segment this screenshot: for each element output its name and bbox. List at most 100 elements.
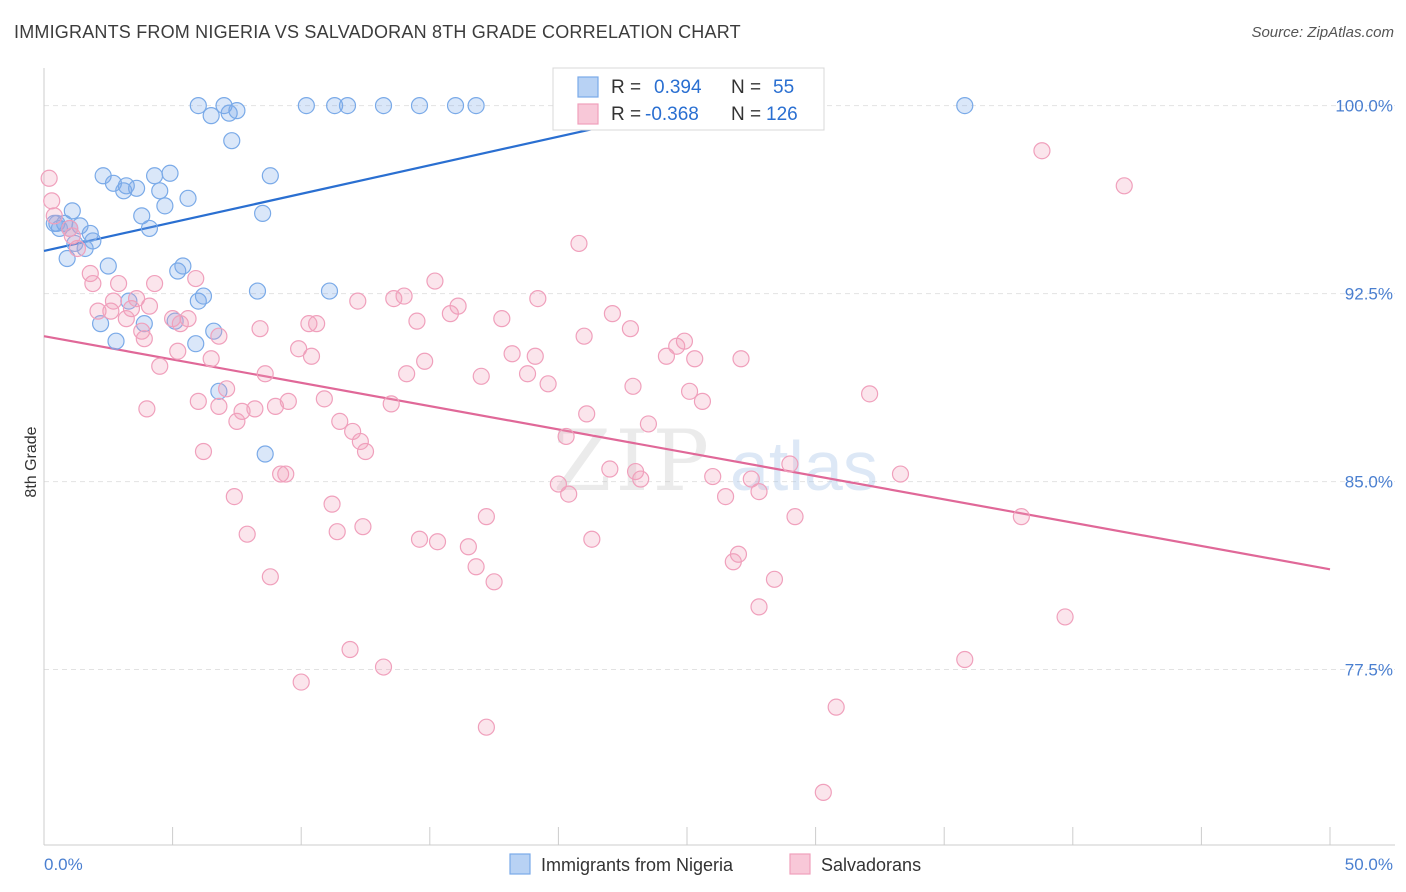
point-salvadoran-78 [503,345,521,363]
point-salvadoran-116 [861,385,879,403]
point-nigeria-44 [228,102,246,120]
point-salvadoran-75 [485,573,503,591]
point-salvadoran-57 [292,673,310,691]
point-salvadoran-4 [63,227,81,245]
point-nigeria-41 [202,107,220,125]
point-salvadoran-53 [323,495,341,513]
point-nigeria-55 [956,96,974,115]
point-nigeria-5 [63,202,81,220]
x-tick-label-1: 50.0% [1345,855,1393,874]
point-salvadoran-10 [109,274,128,293]
point-salvadoran-120 [1033,142,1051,160]
point-nigeria-34 [187,335,205,353]
point-salvadoran-52 [356,442,375,461]
point-salvadoran-29 [218,380,236,398]
point-nigeria-11 [58,249,76,268]
point-salvadoran-71 [410,530,429,548]
point-salvadoran-108 [750,482,768,501]
point-salvadoran-33 [251,320,269,338]
point-salvadoran-40 [238,525,256,543]
point-nigeria-28 [194,287,213,305]
correlation-legend: R = 0.394 N = 55 R = -0.368 N = 126 [552,67,825,131]
point-salvadoran-111 [765,570,784,588]
trend-line-nigeria [43,107,688,253]
bottom-legend-label-salvadorans: Salvadorans [821,855,921,875]
axes [43,68,1395,846]
point-salvadoran-38 [277,465,295,483]
point-nigeria-21 [151,182,169,200]
point-salvadoran-89 [583,530,601,548]
point-salvadoran-42 [194,442,213,461]
point-salvadoran-63 [408,312,426,330]
point-salvadoran-48 [315,390,333,408]
legend-r-value-salvadorans: -0.368 [645,104,699,125]
point-salvadoran-59 [349,292,367,310]
point-nigeria-35 [205,322,223,340]
point-salvadoran-90 [601,460,619,478]
point-salvadoran-62 [416,352,434,370]
legend-n-label-1: N = [731,77,761,98]
point-nigeria-27 [189,292,207,310]
point-salvadoran-79 [518,365,537,383]
point-nigeria-40 [189,96,207,115]
point-salvadoran-95 [626,462,645,481]
point-nigeria-25 [169,262,187,280]
tick-labels: 100.0% 92.5% 85.0% 77.5% 0.0% 50.0% [44,97,1393,874]
point-salvadoran-65 [382,395,400,413]
bottom-legend-swatch-salvadorans [789,853,811,875]
point-nigeria-49 [326,96,344,115]
point-salvadoran-91 [603,305,622,323]
point-salvadoran-8 [89,302,107,320]
point-salvadoran-46 [308,315,326,333]
point-salvadoran-25 [202,350,220,368]
point-salvadoran-54 [328,523,346,541]
point-salvadoran-113 [781,455,799,473]
point-salvadoran-39 [225,488,243,506]
chart-title: IMMIGRANTS FROM NIGERIA VS SALVADORAN 8T… [14,22,741,42]
point-salvadoran-122 [1115,177,1133,195]
point-salvadoran-68 [449,297,467,315]
point-nigeria-24 [179,189,197,207]
point-salvadoran-47 [302,347,321,365]
point-salvadoran-64 [398,365,416,383]
point-salvadoran-69 [459,538,477,556]
point-salvadoran-23 [187,269,205,288]
point-nigeria-19 [140,219,159,238]
point-nigeria-10 [84,232,102,250]
point-salvadoran-44 [290,340,308,358]
point-salvadoran-43 [138,400,156,418]
point-salvadoran-101 [686,350,704,368]
point-salvadoran-81 [529,289,547,308]
point-nigeria-15 [115,182,133,200]
y-tick-label-3: 77.5% [1345,661,1393,680]
point-salvadoran-77 [493,310,511,328]
point-salvadoran-70 [428,533,447,551]
point-salvadoran-2 [45,207,63,225]
point-salvadoran-24 [169,342,187,360]
point-nigeria-30 [91,315,110,333]
point-salvadoran-26 [210,327,228,345]
point-salvadoran-0 [40,169,58,187]
point-salvadoran-100 [680,382,699,400]
point-nigeria-16 [117,177,135,195]
legend-r-label-1: R = [611,77,641,98]
point-nigeria-23 [161,164,179,182]
point-salvadoran-86 [570,234,588,253]
point-salvadoran-14 [127,289,146,308]
point-salvadoran-74 [477,508,495,526]
point-salvadoran-18 [145,274,164,293]
point-salvadoran-17 [140,297,159,315]
point-salvadoran-106 [729,545,748,563]
trend-line-salvadorans [43,335,1331,571]
bottom-legend-label-nigeria: Immigrants from Nigeria [541,855,734,875]
point-salvadoran-19 [151,357,169,375]
point-salvadoran-12 [117,310,135,328]
trend-lines [43,107,1331,571]
y-tick-label-0: 100.0% [1335,97,1393,116]
point-salvadoran-60 [385,289,403,308]
data-points [40,96,1133,801]
legend-r-label-2: R = [611,104,641,125]
point-salvadoran-56 [341,640,359,659]
point-salvadoran-82 [539,375,557,393]
point-nigeria-45 [223,132,241,150]
